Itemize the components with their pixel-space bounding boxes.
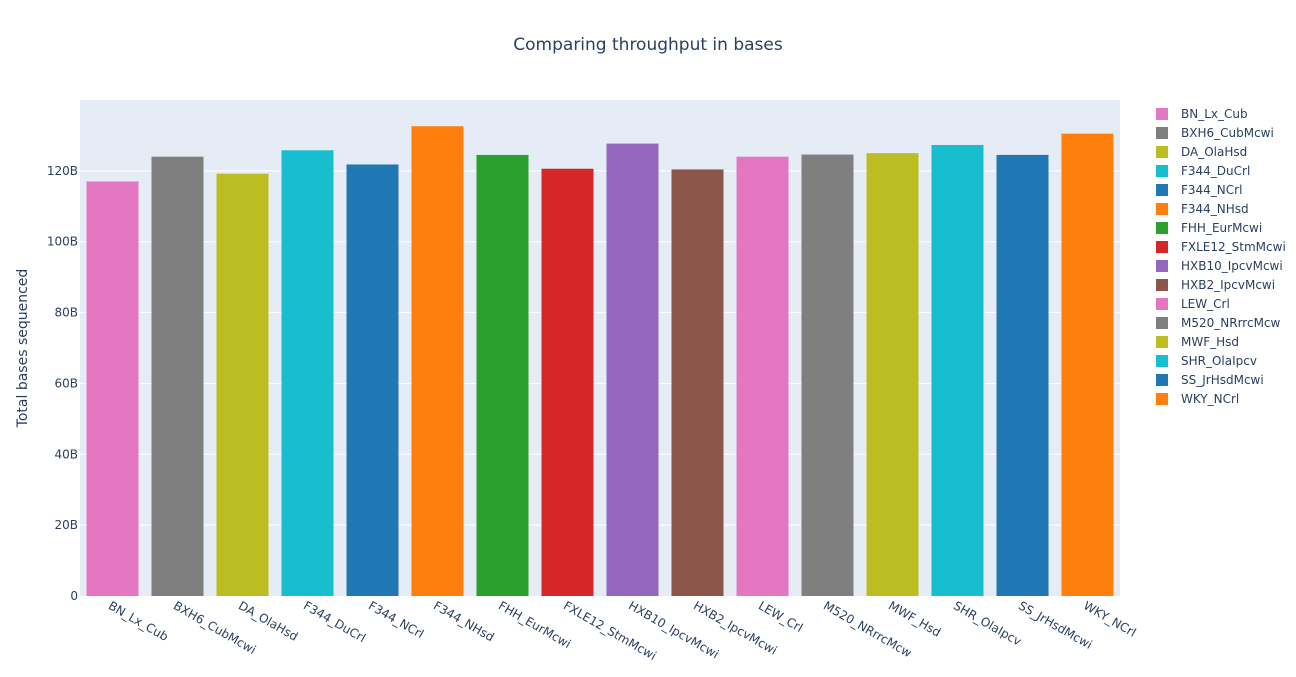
legend-swatch — [1156, 355, 1168, 367]
bar — [541, 168, 594, 596]
legend-item-label: LEW_Crl — [1181, 297, 1230, 311]
legend: BN_Lx_Cub BXH6_CubMcwi DA_OlaHsd F344_DuCrl… — [1156, 107, 1286, 406]
bar — [801, 154, 854, 596]
legend-item-label: M520_NRrrcMcw — [1181, 316, 1281, 330]
bar — [736, 156, 789, 596]
y-tick-label: 0 — [70, 589, 78, 603]
bar — [476, 154, 529, 596]
x-tick-label: F344_DuCrl — [301, 598, 368, 645]
x-tick-label: SHR_OlaIpcv — [951, 598, 1024, 648]
x-tick-label: LEW_Crl — [756, 598, 805, 635]
legend-item-label: SHR_OlaIpcv — [1181, 354, 1257, 368]
legend-swatch — [1156, 260, 1168, 272]
legend-swatch — [1156, 146, 1168, 158]
legend-swatch — [1156, 336, 1168, 348]
legend-item-label: WKY_NCrl — [1181, 392, 1239, 406]
bar — [346, 164, 399, 597]
legend-item-label: HXB2_IpcvMcwi — [1181, 278, 1275, 292]
legend-item-label: DA_OlaHsd — [1181, 145, 1247, 159]
bar — [1061, 133, 1114, 596]
y-tick-label: 100B — [47, 235, 78, 249]
y-tick-label: 120B — [47, 164, 78, 178]
x-tick-label: F344_NHsd — [431, 598, 497, 644]
y-tick-label: 20B — [54, 518, 78, 532]
y-tick-label: 80B — [54, 306, 78, 320]
legend-item-label: BN_Lx_Cub — [1181, 107, 1248, 121]
bar — [86, 181, 139, 596]
bar — [931, 144, 984, 596]
legend-swatch — [1156, 298, 1168, 310]
x-tick-label: WKY_NCrl — [1081, 598, 1138, 639]
chart-title: Comparing throughput in bases — [513, 35, 783, 55]
legend-swatch — [1156, 241, 1168, 253]
bar — [996, 154, 1049, 596]
legend-swatch — [1156, 374, 1168, 386]
legend-item-label: HXB10_IpcvMcwi — [1181, 259, 1283, 273]
legend-swatch — [1156, 393, 1168, 405]
legend-item-label: F344_NCrl — [1181, 183, 1242, 197]
bar — [281, 150, 334, 596]
legend-swatch — [1156, 203, 1168, 215]
x-tick-label: FHH_EurMcwi — [496, 598, 573, 651]
legend-swatch — [1156, 184, 1168, 196]
bar — [151, 156, 204, 596]
bar — [411, 126, 464, 597]
bar — [216, 173, 269, 597]
legend-item-label: FHH_EurMcwi — [1181, 221, 1262, 235]
y-axis-ticks: 0 20B 40B 60B 80B 100B 120B — [47, 164, 78, 603]
x-tick-label: F344_NCrl — [366, 598, 426, 641]
legend-swatch — [1156, 222, 1168, 234]
legend-item-label: MWF_Hsd — [1181, 335, 1239, 349]
legend-swatch — [1156, 165, 1168, 177]
bar — [671, 169, 724, 596]
legend-item-label: F344_NHsd — [1181, 202, 1249, 216]
y-tick-label: 60B — [54, 376, 78, 390]
x-tick-label: MWF_Hsd — [886, 598, 943, 639]
bar — [606, 143, 659, 596]
legend-swatch — [1156, 127, 1168, 139]
legend-swatch — [1156, 317, 1168, 329]
legend-item-label: F344_DuCrl — [1181, 164, 1250, 178]
legend-swatch — [1156, 279, 1168, 291]
y-axis-title: Total bases sequenced — [15, 269, 31, 429]
legend-item-label: FXLE12_StmMcwi — [1181, 240, 1286, 254]
bar — [866, 153, 919, 596]
x-tick-label: BN_Lx_Cub — [106, 598, 171, 643]
y-tick-label: 40B — [54, 447, 78, 461]
legend-swatch — [1156, 108, 1168, 120]
bars — [86, 126, 1114, 597]
legend-item-label: SS_JrHsdMcwi — [1181, 373, 1264, 387]
legend-item-label: BXH6_CubMcwi — [1181, 126, 1274, 140]
